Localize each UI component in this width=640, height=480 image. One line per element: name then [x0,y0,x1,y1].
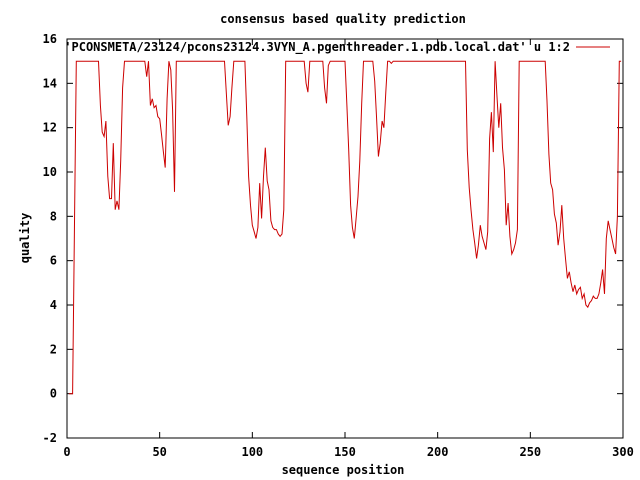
y-tick-label: 4 [50,298,57,312]
y-tick-label: 12 [43,121,57,135]
x-tick-label: 300 [612,445,634,459]
y-tick-label: 6 [50,254,57,268]
legend: 'PCONSMETA/23124/pcons23124.3VYN_A.pgent… [64,40,610,55]
axis-ticks [66,38,624,439]
y-tick-label: 2 [50,342,57,356]
y-tick-label: 14 [43,76,57,90]
axis-tick-labels: 0 50 100 150 200 250 300 -2 0 2 4 6 8 10 12 14 16 [43,32,634,459]
x-tick-label: 50 [152,445,166,459]
legend-series-label: 'PCONSMETA/23124/pcons23124.3VYN_A.pgent… [64,40,570,55]
x-tick-label: 200 [427,445,449,459]
y-tick-label: -2 [43,431,57,445]
series-line [68,60,622,395]
y-tick-label: 8 [50,209,57,223]
x-tick-label: 0 [63,445,70,459]
y-tick-label: 16 [43,32,57,46]
y-tick-label: 10 [43,165,57,179]
x-tick-label: 100 [241,445,263,459]
chart-title: consensus based quality prediction [220,12,466,26]
x-tick-label: 250 [519,445,541,459]
x-tick-label: 150 [334,445,356,459]
y-axis-label: quality [18,213,32,264]
x-axis-label: sequence position [282,463,405,477]
y-tick-label: 0 [50,387,57,401]
